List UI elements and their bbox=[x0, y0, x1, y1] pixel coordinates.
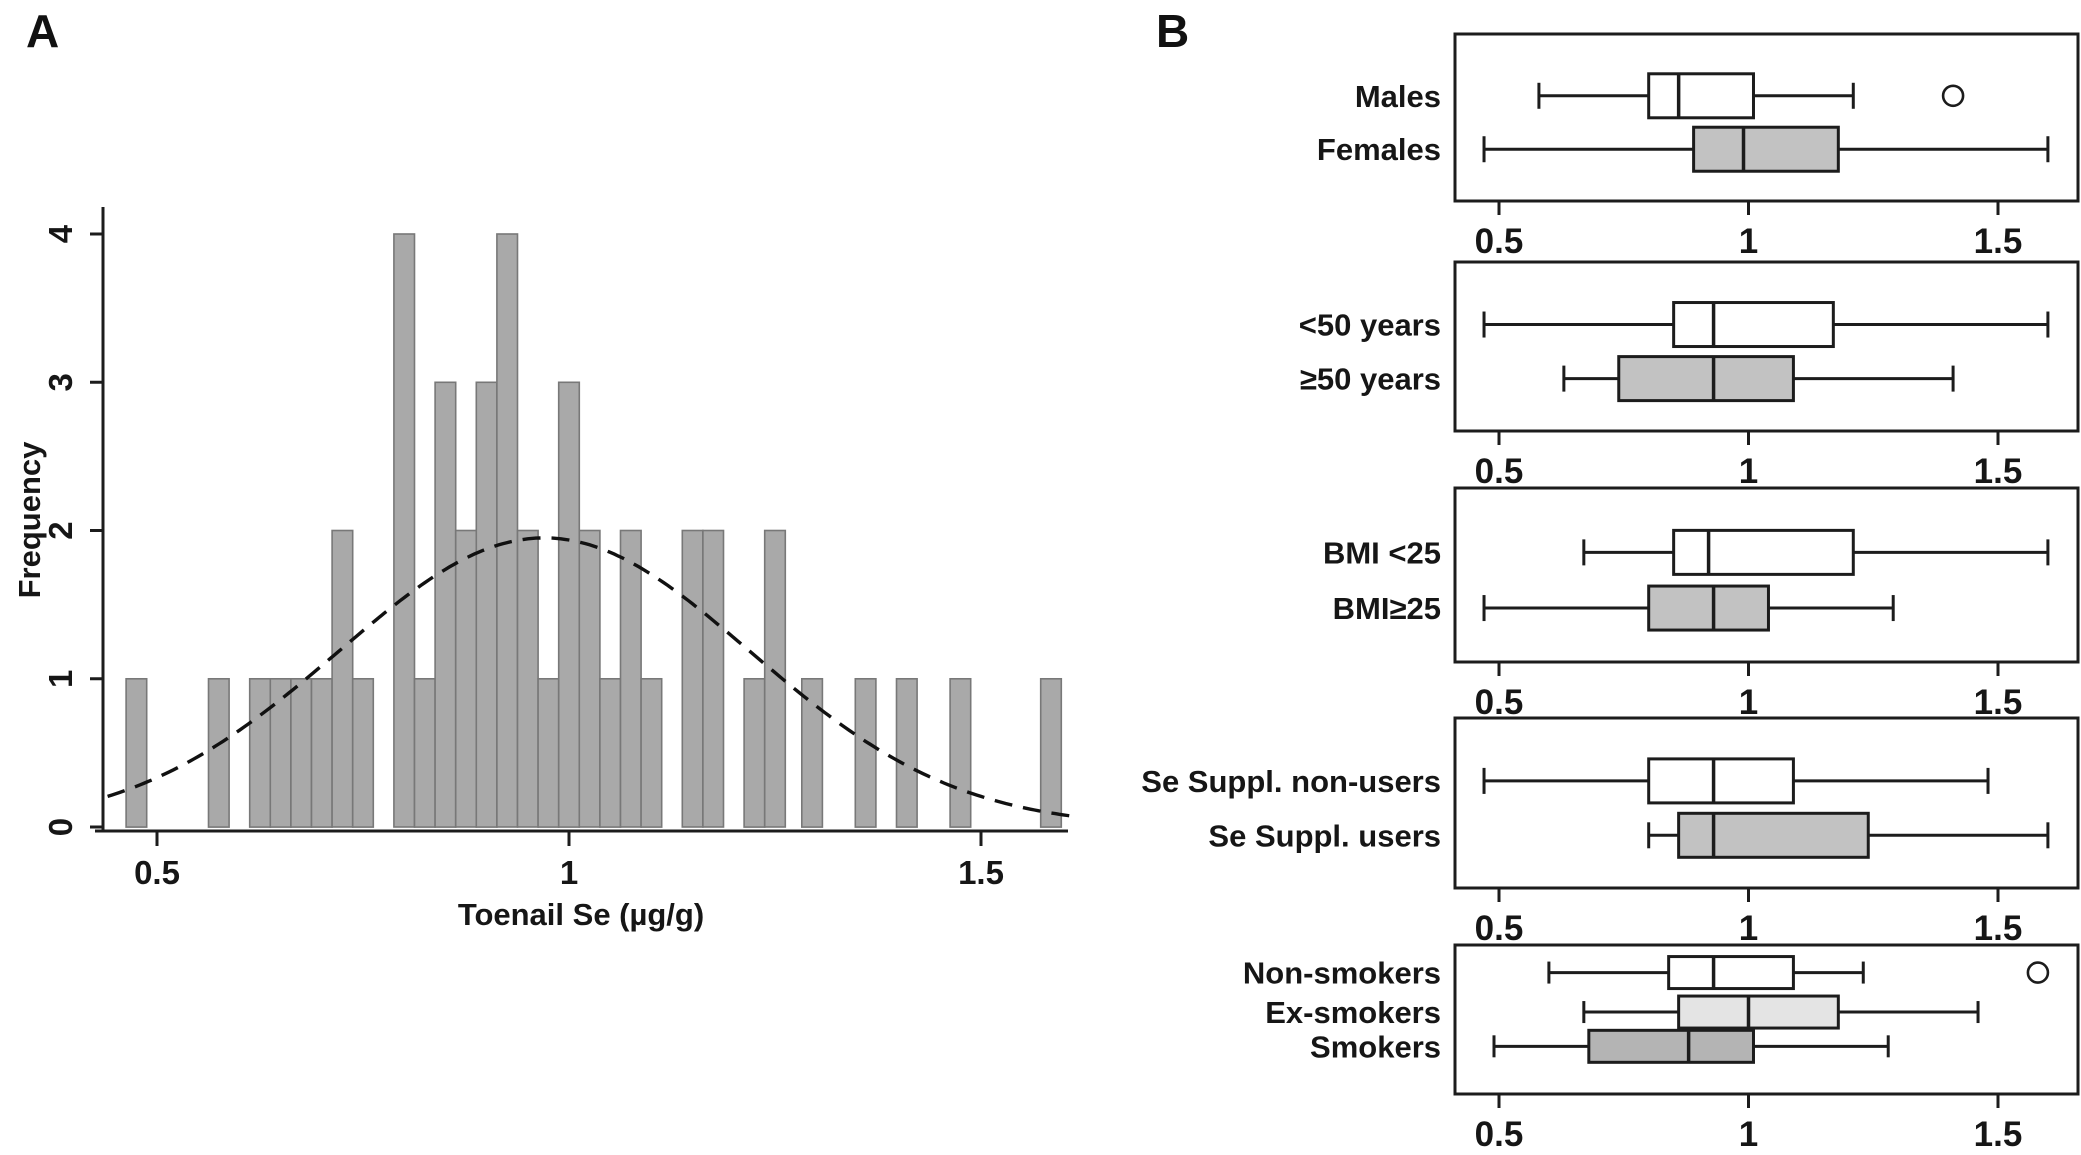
boxplot-box bbox=[1667, 955, 1795, 991]
y-axis-tick-label: 4 bbox=[42, 224, 79, 243]
group-label: Non-smokers bbox=[1243, 956, 1441, 991]
group-label: Ex-smokers bbox=[1265, 995, 1441, 1030]
subplot-frame bbox=[1453, 260, 2080, 433]
panel-a-letter: A bbox=[26, 5, 60, 57]
histogram-bar bbox=[248, 677, 272, 828]
panel-b-letter: B bbox=[1156, 5, 1190, 57]
boxplot-box bbox=[1672, 301, 1835, 349]
histogram-bar bbox=[1039, 677, 1063, 828]
y-axis-tick-label: 2 bbox=[42, 521, 79, 539]
subplot-frame bbox=[1453, 716, 2080, 890]
histogram-bar bbox=[516, 529, 539, 828]
normal-curve bbox=[107, 536, 1077, 819]
boxplot-box bbox=[1692, 125, 1840, 173]
x-axis-tick-label: 1.5 bbox=[1974, 222, 2023, 261]
histogram-bar bbox=[269, 677, 292, 828]
x-axis-tick-label: 1 bbox=[1739, 222, 1758, 261]
histogram-bar bbox=[599, 677, 622, 828]
histogram-bar bbox=[413, 677, 436, 828]
boxplot-panel: 0.5 1 1.5 Males Females 0.5 1 1.5 <50 years ≥50 y… bbox=[1141, 32, 2080, 1154]
group-label: Females bbox=[1317, 132, 1441, 167]
boxplot-box bbox=[1672, 528, 1855, 576]
histogram-bar bbox=[854, 677, 877, 828]
boxplot-box bbox=[1647, 72, 1755, 120]
boxplot-box bbox=[1647, 584, 1770, 632]
x-axis-tick-label: 0.5 bbox=[1475, 222, 1524, 261]
histogram-panel: 0 1 2 3 4 0.5 1 1.5 Toenail Se (µg/g) Frequency bbox=[12, 207, 1077, 932]
histogram-bar bbox=[800, 677, 824, 828]
boxplot-box bbox=[1617, 355, 1795, 403]
y-axis-tick-label: 0 bbox=[42, 818, 79, 836]
group-label: BMI <25 bbox=[1323, 535, 1441, 570]
x-axis-tick-label: 1 bbox=[1739, 1115, 1758, 1154]
x-axis-tick-label: 1 bbox=[1739, 452, 1758, 491]
histogram-bar bbox=[895, 677, 918, 828]
boxplot-box bbox=[1647, 757, 1795, 805]
x-axis-label: Toenail Se (µg/g) bbox=[458, 897, 704, 932]
boxplot-box bbox=[1677, 994, 1840, 1030]
x-axis-tick-label: 0.5 bbox=[134, 854, 180, 891]
outlier-point bbox=[2026, 961, 2050, 984]
histogram-bar bbox=[351, 677, 375, 828]
histogram-bar bbox=[537, 677, 560, 828]
x-axis-tick-label: 1.5 bbox=[1974, 683, 2023, 722]
x-axis-tick-label: 0.5 bbox=[1475, 909, 1524, 948]
group-label: Males bbox=[1355, 79, 1441, 114]
histogram-bar bbox=[125, 677, 148, 828]
x-axis-tick-label: 0.5 bbox=[1475, 452, 1524, 491]
histogram-bar bbox=[619, 529, 642, 828]
y-axis-label: Frequency bbox=[12, 441, 47, 599]
x-axis-tick-label: 1 bbox=[1739, 909, 1758, 948]
x-axis-tick-label: 1.5 bbox=[958, 854, 1004, 891]
histogram-bar bbox=[681, 529, 704, 828]
x-axis-tick-label: 0.5 bbox=[1475, 683, 1524, 722]
subplot-frame bbox=[1453, 486, 2080, 664]
histogram-bar bbox=[207, 677, 230, 828]
boxplot-box bbox=[1677, 811, 1870, 859]
x-axis-tick-label: 1.5 bbox=[1974, 909, 2023, 948]
group-label: <50 years bbox=[1299, 308, 1441, 343]
histogram-bar bbox=[949, 677, 972, 828]
group-label: BMI≥25 bbox=[1333, 591, 1441, 626]
x-axis-tick-label: 1 bbox=[560, 854, 578, 891]
histogram-bar bbox=[743, 677, 766, 828]
outlier-point bbox=[1941, 84, 1965, 108]
histogram-bar bbox=[290, 677, 313, 828]
group-label: ≥50 years bbox=[1300, 362, 1441, 397]
histogram-bar bbox=[557, 381, 581, 828]
subplot-frame bbox=[1453, 32, 2080, 203]
histogram-bar bbox=[578, 529, 601, 828]
x-axis-tick-label: 1.5 bbox=[1974, 452, 2023, 491]
group-label: Se Suppl. non-users bbox=[1141, 764, 1441, 799]
histogram-bar bbox=[763, 529, 787, 828]
y-axis-tick-label: 3 bbox=[42, 373, 79, 391]
histogram-bar bbox=[331, 529, 354, 828]
histogram-bar bbox=[434, 381, 457, 828]
histogram-bar bbox=[310, 677, 333, 828]
group-label: Se Suppl. users bbox=[1208, 818, 1441, 853]
x-axis-tick-label: 0.5 bbox=[1475, 1115, 1524, 1154]
histogram-bar bbox=[640, 677, 663, 828]
histogram-bar bbox=[475, 381, 498, 828]
x-axis-tick-label: 1 bbox=[1739, 683, 1758, 722]
y-axis-tick-label: 1 bbox=[42, 670, 79, 688]
histogram-bar bbox=[702, 529, 725, 828]
boxplot-box bbox=[1587, 1028, 1755, 1064]
x-axis-tick-label: 1.5 bbox=[1974, 1115, 2023, 1154]
group-label: Smokers bbox=[1310, 1029, 1441, 1064]
histogram-bar bbox=[496, 233, 519, 828]
histogram-bar bbox=[393, 233, 416, 828]
subplot-frame bbox=[1453, 943, 2080, 1096]
histogram-bar bbox=[454, 529, 478, 828]
